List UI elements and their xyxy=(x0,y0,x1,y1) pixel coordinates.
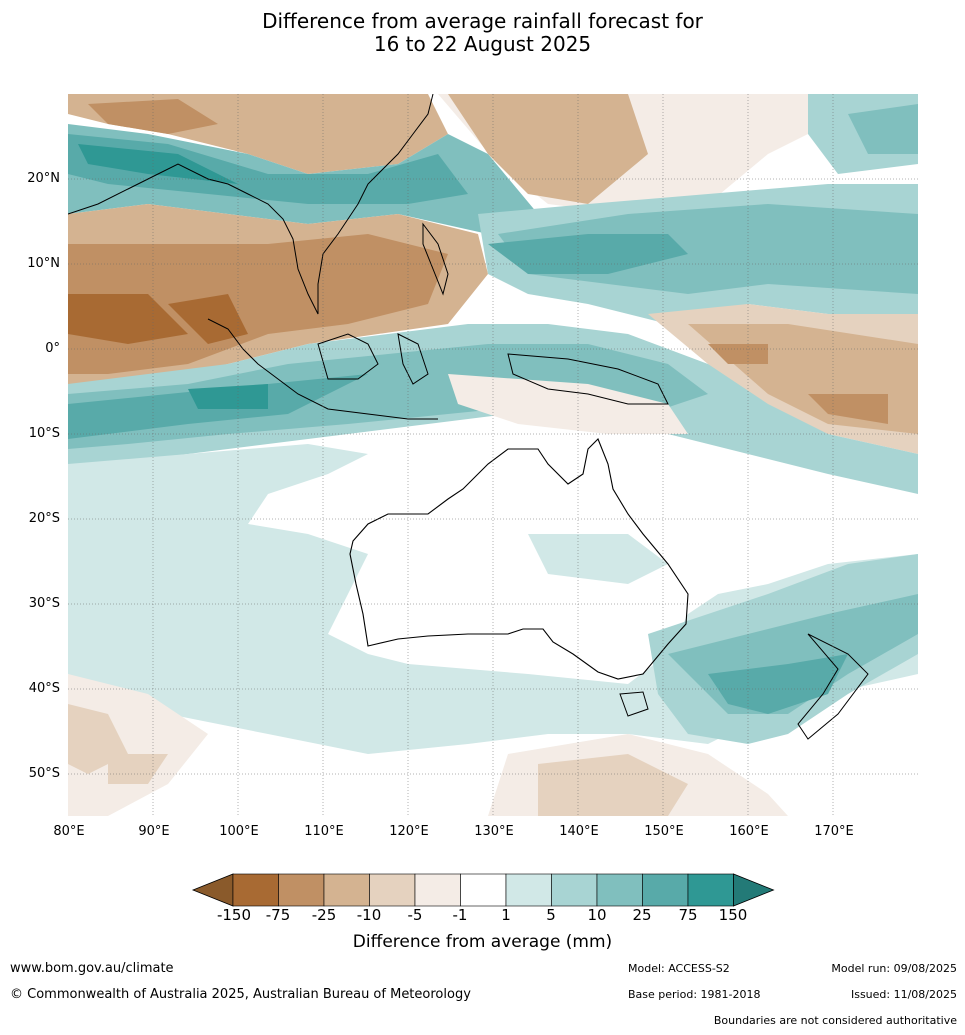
footer-copyright: © Commonwealth of Australia 2025, Austra… xyxy=(10,987,471,1002)
lat-tick-30s: 30°S xyxy=(28,596,60,611)
lat-tick-20s: 20°S xyxy=(28,511,60,526)
lon-tick-80e: 80°E xyxy=(53,824,85,839)
colorbar-label: -5 xyxy=(407,906,423,924)
colorbar-label: -150 xyxy=(216,906,252,924)
lon-tick-140e: 140°E xyxy=(559,824,599,839)
colorbar-extend-low xyxy=(191,873,234,907)
colorbar-title: Difference from average (mm) xyxy=(352,932,613,952)
colorbar-label: 1 xyxy=(501,906,511,924)
colorbar-extend-high xyxy=(733,873,775,907)
colorbar-cell xyxy=(551,873,598,907)
colorbar-cell xyxy=(505,873,552,907)
footer-model: Model: ACCESS-S2 xyxy=(628,962,730,975)
colorbar xyxy=(191,873,775,907)
lat-tick-50s: 50°S xyxy=(28,766,60,781)
lon-tick-120e: 120°E xyxy=(389,824,429,839)
rainfall-anomaly-map xyxy=(68,94,918,816)
colorbar-label: -1 xyxy=(452,906,468,924)
footer-base-period: Base period: 1981-2018 xyxy=(628,988,761,1001)
lat-tick-20n: 20°N xyxy=(27,171,60,186)
colorbar-cell xyxy=(369,873,416,907)
colorbar-label: 5 xyxy=(546,906,556,924)
lon-tick-150e: 150°E xyxy=(644,824,684,839)
australia-coastline xyxy=(349,438,689,680)
colorbar-cell xyxy=(596,873,643,907)
lon-tick-110e: 110°E xyxy=(304,824,344,839)
lat-tick-10n: 10°N xyxy=(27,256,60,271)
colorbar-cell xyxy=(414,873,461,907)
chart-title: Difference from average rainfall forecas… xyxy=(0,10,965,56)
lon-tick-170e: 170°E xyxy=(814,824,854,839)
colorbar-label: -10 xyxy=(356,906,382,924)
colorbar-label: 150 xyxy=(718,906,748,924)
colorbar-label: 10 xyxy=(587,906,607,924)
footer-disclaimer: Boundaries are not considered authoritat… xyxy=(713,1014,957,1027)
colorbar-cell xyxy=(323,873,370,907)
lon-tick-160e: 160°E xyxy=(729,824,769,839)
lon-tick-100e: 100°E xyxy=(219,824,259,839)
lat-tick-40s: 40°S xyxy=(28,681,60,696)
footer-url[interactable]: www.bom.gov.au/climate xyxy=(10,961,174,976)
title-line-2: 16 to 22 August 2025 xyxy=(373,32,592,56)
colorbar-label: 75 xyxy=(678,906,698,924)
graticule xyxy=(68,94,918,816)
asia-coastline xyxy=(68,94,434,315)
lat-tick-0: 0° xyxy=(45,341,60,356)
colorbar-label: -75 xyxy=(265,906,291,924)
lat-tick-10s: 10°S xyxy=(28,426,60,441)
lon-tick-130e: 130°E xyxy=(474,824,514,839)
title-line-1: Difference from average rainfall forecas… xyxy=(262,9,703,33)
colorbar-cell xyxy=(687,873,734,907)
footer-model-run: Model run: 09/08/2025 xyxy=(831,962,957,975)
colorbar-cell xyxy=(460,873,507,907)
footer-issued: Issued: 11/08/2025 xyxy=(850,988,957,1001)
colorbar-label: 25 xyxy=(632,906,652,924)
colorbar-cell xyxy=(278,873,325,907)
colorbar-cell xyxy=(642,873,689,907)
lon-tick-90e: 90°E xyxy=(138,824,170,839)
colorbar-cell xyxy=(232,873,279,907)
colorbar-label: -25 xyxy=(311,906,337,924)
